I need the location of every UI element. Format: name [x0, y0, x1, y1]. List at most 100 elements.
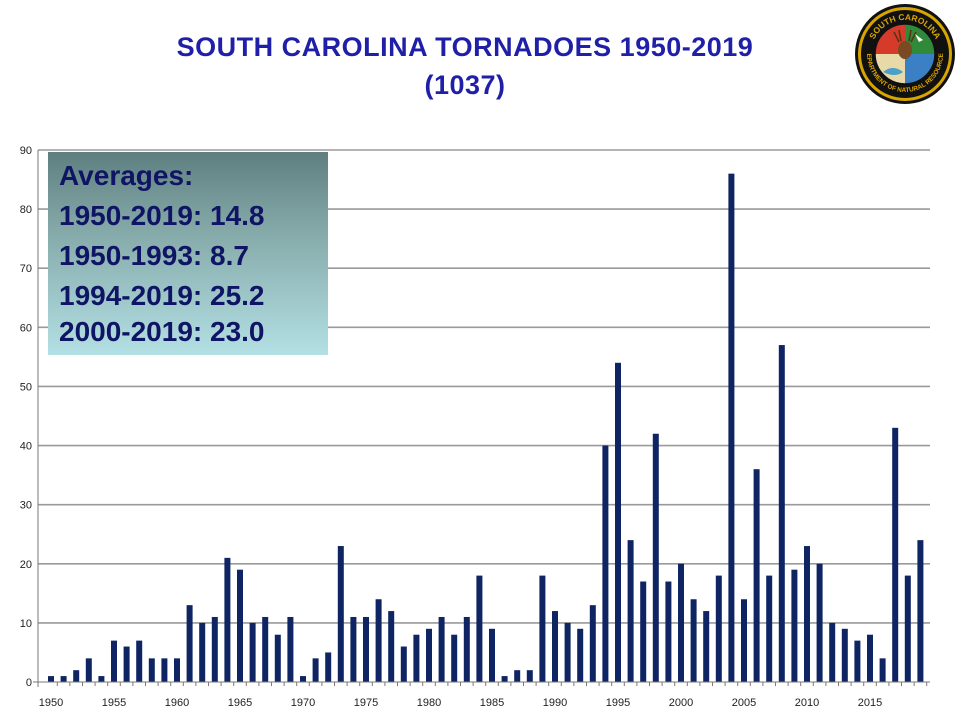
- y-tick-label: 50: [20, 381, 32, 393]
- bar-1991: [564, 622, 571, 682]
- bar-1977: [388, 611, 395, 682]
- bar-1997: [640, 581, 647, 682]
- bar-1983: [463, 616, 470, 682]
- title-line-2: (1037): [424, 70, 506, 100]
- bar-2000: [678, 563, 684, 682]
- scdnr-seal-icon: SOUTH CAROLINA DEPARTMENT OF NATURAL RES…: [853, 2, 955, 104]
- bar-2017: [892, 427, 899, 682]
- bar-2006: [753, 469, 760, 682]
- bar-1985: [489, 628, 495, 682]
- bar-2001: [690, 599, 697, 682]
- bar-1953: [85, 658, 92, 682]
- bar-1979: [413, 634, 420, 682]
- bar-1982: [451, 634, 458, 682]
- bar-1959: [161, 658, 168, 682]
- title-line-1: SOUTH CAROLINA TORNADOES 1950-2019: [176, 32, 754, 62]
- x-tick-label: 2015: [858, 697, 882, 709]
- bar-1988: [526, 670, 533, 682]
- bar-1978: [400, 646, 407, 682]
- averages-box: Averages: 1950-2019: 14.8 1950-1993: 8.7…: [48, 152, 328, 355]
- x-tick-label: 2005: [732, 697, 756, 709]
- bar-1987: [514, 670, 521, 682]
- bar-1996: [627, 540, 634, 682]
- bar-1962: [199, 622, 206, 682]
- bar-1973: [337, 546, 344, 682]
- bar-2004: [728, 173, 735, 682]
- bar-1994: [602, 445, 609, 682]
- bar-2013: [841, 628, 848, 682]
- bar-2016: [879, 658, 886, 682]
- bar-1970: [300, 676, 306, 682]
- bar-2007: [766, 575, 773, 682]
- bar-1976: [375, 599, 382, 682]
- y-tick-label: 90: [20, 145, 32, 157]
- bar-2011: [816, 563, 823, 682]
- bar-1958: [148, 658, 155, 682]
- bar-2003: [715, 575, 722, 682]
- x-tick-label: 2000: [669, 697, 693, 709]
- x-tick-label: 1985: [480, 697, 504, 709]
- y-tick-label: 80: [20, 204, 32, 216]
- bar-1964: [224, 557, 231, 682]
- axes: 0 10 20 30 40 50 60 70 80 90 1950 1955 1960 1965 1970 1…: [20, 145, 930, 709]
- x-tick-label: 1955: [102, 697, 126, 709]
- bar-1955: [111, 640, 117, 682]
- x-tick-label: 1965: [228, 697, 252, 709]
- x-tick-label: 1980: [417, 697, 441, 709]
- bar-1957: [136, 640, 143, 682]
- x-tick-label: 1990: [543, 697, 567, 709]
- bar-1998: [652, 433, 659, 682]
- chart-title: SOUTH CAROLINA TORNADOES 1950-2019 (1037…: [0, 28, 930, 104]
- bar-2009: [791, 569, 798, 682]
- bar-1999: [665, 581, 672, 682]
- averages-heading: Averages:: [59, 160, 194, 191]
- x-tick-label: 1970: [291, 697, 315, 709]
- x-tick-label: 1995: [606, 697, 630, 709]
- bar-1992: [577, 628, 584, 682]
- bar-2018: [904, 575, 911, 682]
- bar-1960: [174, 658, 180, 682]
- bar-1951: [60, 676, 67, 682]
- bar-1981: [438, 616, 445, 682]
- bar-2010: [804, 546, 810, 682]
- bar-2005: [741, 599, 747, 682]
- bar-1952: [73, 670, 80, 682]
- x-tick-label: 1975: [354, 697, 378, 709]
- bar-2014: [854, 640, 861, 682]
- bar-1989: [539, 575, 546, 682]
- bar-1984: [476, 575, 483, 682]
- y-tick-label: 70: [20, 263, 32, 275]
- bar-2002: [703, 611, 710, 682]
- bar-1971: [312, 658, 319, 682]
- bar-1980: [426, 628, 432, 682]
- bar-2012: [829, 622, 836, 682]
- bar-1995: [615, 362, 621, 682]
- y-tick-label: 0: [26, 677, 32, 689]
- y-tick-label: 30: [20, 500, 32, 512]
- x-tick-label: 2010: [795, 697, 819, 709]
- average-1950-1993: 1950-1993: 8.7: [59, 240, 249, 271]
- bar-1993: [589, 605, 596, 682]
- average-2000-2019: 2000-2019: 23.0: [59, 316, 265, 347]
- bar-2019: [917, 540, 924, 682]
- y-tick-label: 60: [20, 322, 32, 334]
- bar-1961: [186, 605, 193, 682]
- bar-1967: [262, 616, 269, 682]
- x-tick-label: 1950: [39, 697, 63, 709]
- average-1994-2019: 1994-2019: 25.2: [59, 280, 265, 311]
- bar-1975: [363, 616, 369, 682]
- bar-1965: [237, 569, 243, 682]
- bar-2015: [867, 634, 873, 682]
- y-tick-label: 20: [20, 559, 32, 571]
- bar-1968: [274, 634, 281, 682]
- bar-1972: [325, 652, 332, 682]
- bar-1950: [48, 676, 54, 682]
- bar-1956: [123, 646, 130, 682]
- bar-1990: [552, 611, 558, 682]
- bar-1969: [287, 616, 294, 682]
- x-tick-label: 1960: [165, 697, 189, 709]
- bar-1963: [211, 616, 218, 682]
- bar-1986: [501, 676, 508, 682]
- bars: [48, 173, 924, 682]
